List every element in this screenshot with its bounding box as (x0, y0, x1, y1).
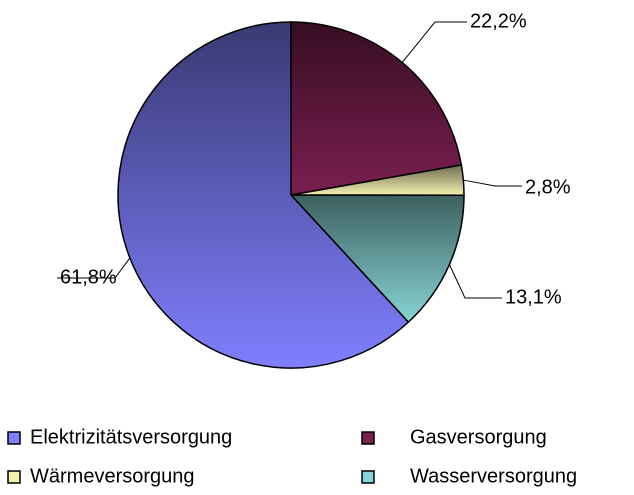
legend-label: Gasversorgung (410, 426, 547, 448)
data-label: 13,1% (505, 286, 562, 308)
slice-shade (117, 21, 410, 369)
legend-swatch (361, 431, 375, 445)
leader-line (448, 264, 502, 299)
legend-swatch (361, 470, 375, 484)
legend-swatch (7, 431, 21, 445)
leader-line (463, 179, 522, 187)
leader-line (401, 21, 467, 63)
data-label: 22,2% (470, 10, 527, 32)
legend-label: Elektrizitätsversorgung (30, 426, 232, 448)
legend-swatch (7, 470, 21, 484)
leader-line (57, 257, 131, 279)
data-label: 2,8% (525, 176, 571, 198)
legend-label: Wärmeversorgung (30, 465, 195, 487)
data-label: 61,8% (60, 266, 117, 288)
slice-shade (290, 21, 463, 196)
legend-label: Wasserversorgung (410, 465, 577, 487)
